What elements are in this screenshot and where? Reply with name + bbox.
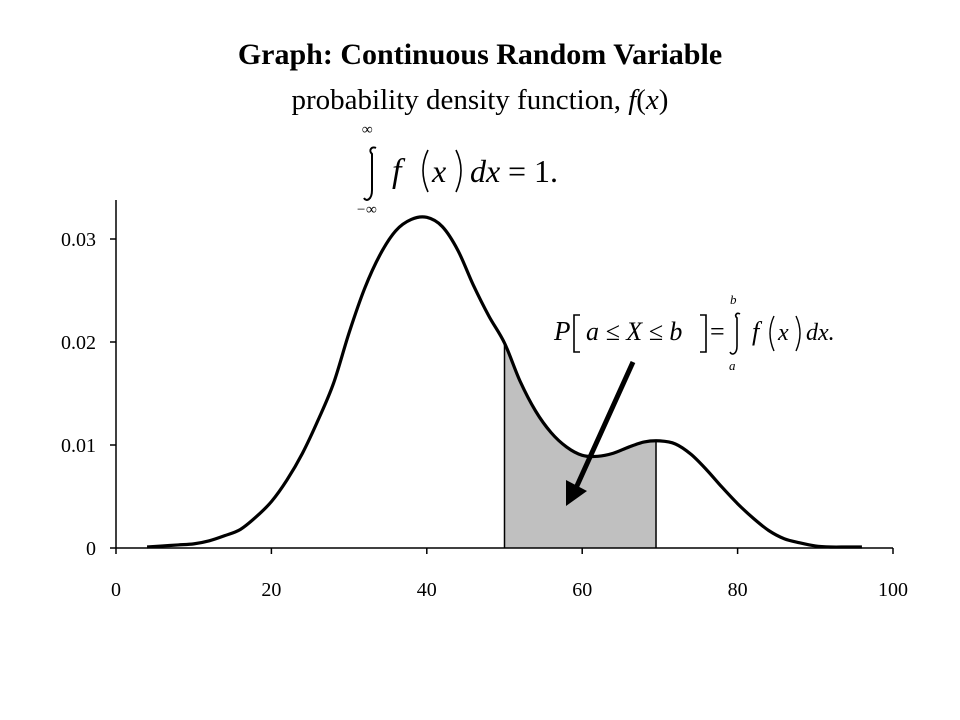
y-tick-label: 0.01	[61, 435, 96, 457]
interval-lower-limit: a	[729, 358, 736, 373]
x-tick-label: 60	[572, 579, 592, 601]
plot-layer: 0 0.01 0.02 0.03 0 20 40 60 80 100	[61, 200, 908, 601]
x-tick-label: 0	[111, 579, 121, 601]
interval-upper-limit: b	[730, 292, 737, 307]
close-paren	[455, 149, 462, 193]
interval-integrand-arg: x	[777, 320, 789, 346]
interval-formula: P a ≤ X ≤ b = b a f x dx.	[553, 292, 835, 373]
arrow-head	[566, 480, 587, 506]
y-tick-label: 0	[86, 538, 96, 560]
x-tick-label: 100	[878, 579, 908, 601]
open-paren	[422, 149, 429, 193]
subtitle-text: probability density function,	[291, 84, 629, 116]
y-tick-label: 0.03	[61, 229, 96, 251]
interval-integral-sign	[729, 312, 741, 355]
y-tick-label: 0.02	[61, 332, 96, 354]
density-curve	[146, 215, 862, 549]
subtitle-fn: f	[628, 84, 637, 116]
interval-integrand-f: f	[752, 317, 763, 346]
x-tick-label: 20	[261, 579, 281, 601]
chart-title: Graph: Continuous Random Variable	[237, 38, 723, 71]
chart-subtitle: probability density function, f(x)	[0, 84, 960, 117]
integrand-f: f	[392, 153, 406, 190]
normalization-rhs: = 1.	[508, 153, 558, 189]
differential: dx	[470, 153, 500, 189]
integral-upper-limit: ∞	[362, 122, 373, 138]
subtitle-var: x	[645, 84, 659, 116]
integral-sign	[363, 146, 377, 201]
probability-P: P	[553, 316, 571, 346]
x-tick-label: 40	[417, 579, 437, 601]
integral-lower-limit: −∞	[356, 202, 377, 218]
subtitle-open-paren: (	[636, 84, 646, 116]
subtitle-close-paren: )	[658, 84, 669, 116]
normalization-formula: ∞ −∞ f x dx = 1.	[356, 122, 558, 218]
interval-open-paren	[769, 315, 775, 352]
interval-differential: dx.	[806, 320, 835, 346]
arrow-to-shaded-area	[566, 360, 636, 506]
interval-equals: =	[710, 317, 725, 346]
close-bracket	[700, 314, 707, 353]
probability-event: a ≤ X ≤ b	[586, 317, 682, 346]
interval-close-paren	[795, 315, 801, 352]
shaded-probability-area	[504, 343, 657, 548]
x-tick-label: 80	[728, 579, 748, 601]
arrow-shaft	[573, 360, 636, 490]
integrand-arg: x	[431, 153, 446, 189]
open-bracket	[573, 314, 580, 353]
